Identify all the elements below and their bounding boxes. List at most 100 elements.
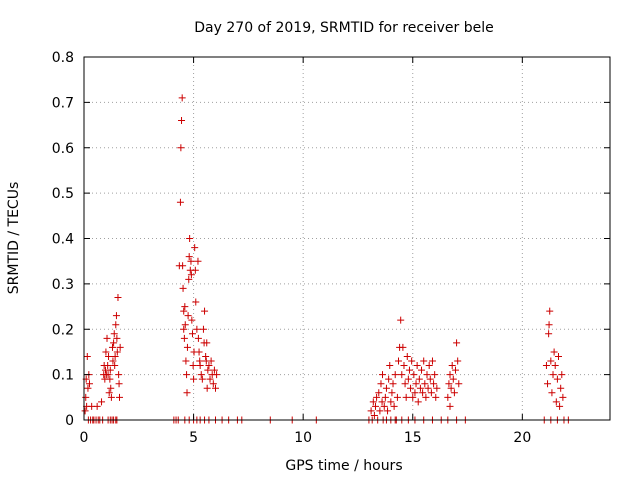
data-point — [194, 334, 202, 342]
data-point — [181, 303, 189, 311]
data-point — [178, 117, 186, 125]
data-point — [549, 371, 557, 379]
data-point — [559, 393, 567, 401]
y-tick-label: 0.6 — [52, 141, 74, 157]
data-point — [203, 339, 211, 347]
y-tick-label: 0.2 — [52, 322, 74, 338]
data-point — [113, 348, 121, 356]
data-point — [370, 411, 378, 419]
data-point — [108, 343, 116, 351]
y-axis-ticks: 0 0.1 0.2 0.3 0.4 0.5 0.6 0.7 0.8 — [52, 50, 610, 429]
data-point — [102, 348, 110, 356]
data-point — [386, 362, 394, 370]
data-point — [388, 389, 396, 397]
data-point — [447, 384, 455, 392]
y-tick-label: 0.4 — [52, 232, 74, 248]
data-point — [83, 352, 91, 360]
data-point — [185, 253, 193, 261]
data-point — [382, 384, 390, 392]
data-point — [391, 371, 399, 379]
data-point — [409, 393, 417, 401]
data-point — [107, 384, 115, 392]
data-point — [401, 380, 409, 388]
data-point — [414, 398, 422, 406]
data-point — [115, 380, 123, 388]
data-point — [210, 366, 218, 374]
x-axis-ticks: 0 5 10 15 20 — [80, 57, 531, 446]
data-point — [407, 384, 415, 392]
data-point — [112, 321, 120, 329]
data-point — [557, 384, 565, 392]
data-point — [419, 389, 427, 397]
data-point — [85, 380, 93, 388]
data-point — [403, 352, 411, 360]
data-point — [547, 357, 555, 365]
y-tick-label: 0 — [65, 413, 74, 429]
data-point — [428, 357, 436, 365]
data-point — [454, 357, 462, 365]
data-point — [542, 362, 550, 370]
data-point — [451, 366, 459, 374]
data-point — [177, 144, 185, 152]
data-point — [422, 393, 430, 401]
y-tick-label: 0.5 — [52, 186, 74, 202]
data-point — [390, 402, 398, 410]
data-point — [110, 339, 118, 347]
x-tick-label: 20 — [513, 430, 531, 446]
data-point — [178, 94, 186, 102]
x-tick-label: 5 — [189, 430, 198, 446]
data-point — [206, 375, 214, 383]
data-point — [81, 407, 89, 415]
data-point — [193, 325, 201, 333]
data-point — [116, 393, 124, 401]
grid-lines — [84, 57, 610, 420]
y-tick-label: 0.1 — [52, 368, 74, 384]
data-point — [209, 380, 217, 388]
data-point — [420, 357, 428, 365]
data-point — [408, 357, 416, 365]
data-point — [104, 371, 112, 379]
data-point — [546, 307, 554, 315]
data-point — [197, 371, 205, 379]
data-point — [446, 402, 454, 410]
data-point — [412, 380, 420, 388]
data-point — [449, 375, 457, 383]
data-point — [105, 389, 113, 397]
data-point — [427, 389, 435, 397]
data-point — [185, 275, 193, 283]
data-point — [552, 398, 560, 406]
data-point — [115, 371, 123, 379]
data-point — [421, 380, 429, 388]
data-point — [186, 235, 194, 242]
data-points — [81, 94, 572, 424]
data-point — [116, 343, 124, 351]
x-tick-label: 15 — [404, 430, 422, 446]
data-point — [191, 266, 199, 274]
data-point — [415, 375, 423, 383]
data-point — [114, 293, 122, 301]
data-point — [202, 352, 210, 360]
data-point — [188, 330, 196, 338]
data-point — [378, 398, 386, 406]
data-point — [377, 380, 385, 388]
data-point — [195, 348, 203, 356]
y-tick-label: 0.7 — [52, 95, 74, 111]
data-point — [450, 389, 458, 397]
data-point — [400, 362, 408, 370]
data-point — [84, 384, 92, 392]
data-point — [545, 330, 553, 338]
data-point — [93, 402, 101, 410]
data-point — [207, 357, 215, 365]
data-point — [183, 371, 191, 379]
data-point — [556, 402, 564, 410]
data-point — [545, 321, 553, 329]
data-point — [199, 325, 207, 333]
data-point — [425, 362, 433, 370]
data-point — [395, 357, 403, 365]
data-point — [82, 393, 90, 401]
data-point — [405, 366, 413, 374]
data-point — [107, 393, 115, 401]
data-point — [180, 325, 188, 333]
data-point — [411, 389, 419, 397]
